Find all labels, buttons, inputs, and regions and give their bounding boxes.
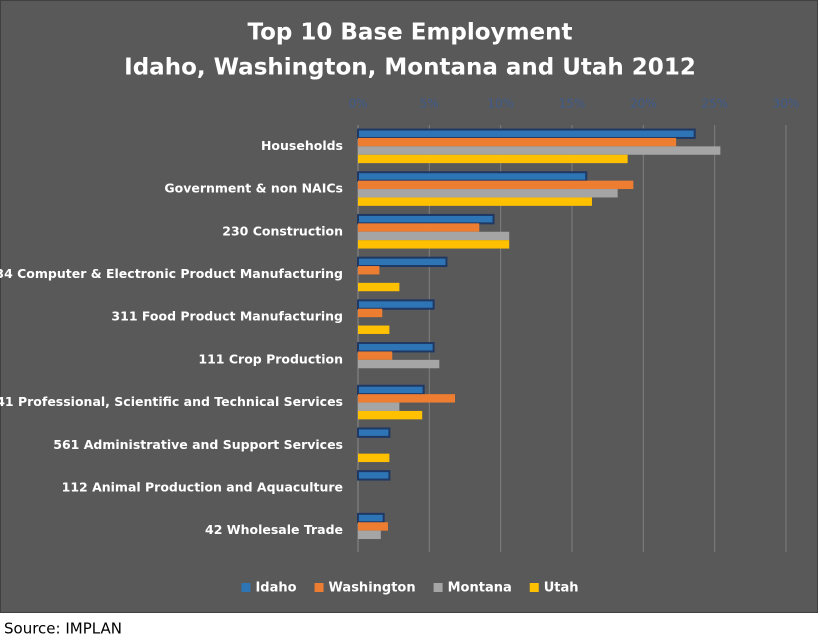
bar (357, 299, 435, 310)
bar (357, 342, 435, 353)
bar (358, 197, 592, 206)
bar (358, 308, 383, 318)
bar (358, 189, 618, 198)
bar (357, 427, 391, 438)
bar (357, 171, 588, 182)
legend-label: Idaho (255, 581, 296, 596)
bar (358, 137, 677, 147)
bar (357, 128, 696, 139)
bar (357, 213, 495, 225)
bar (358, 231, 510, 241)
y-tick-label: 541 Professional, Scientific and Technic… (0, 394, 343, 409)
bar (358, 410, 423, 420)
x-tick-label: 5% (420, 97, 439, 111)
legend-swatch (433, 583, 443, 592)
bar (358, 180, 634, 190)
bar (358, 351, 393, 360)
bar (358, 282, 400, 292)
bar (358, 394, 456, 403)
y-tick-label: 111 Crop Production (198, 351, 343, 366)
y-tick-label: Households (261, 138, 343, 153)
bar (357, 470, 391, 481)
bar (358, 223, 480, 232)
x-tick-label: 25% (701, 97, 728, 111)
bar (358, 266, 380, 275)
bar (358, 325, 390, 334)
x-tick-label: 15% (559, 97, 586, 111)
chart-title: Top 10 Base Employment (247, 20, 572, 46)
bar (358, 359, 440, 369)
y-tick-label: Government & non NAICs (164, 181, 343, 196)
legend-label: Utah (544, 581, 579, 596)
x-tick-label: 20% (630, 97, 657, 111)
bar (358, 522, 388, 531)
legend-label: Washington (329, 581, 416, 596)
bar (357, 384, 425, 396)
legend-swatch (529, 583, 539, 592)
legend-swatch (241, 583, 251, 592)
x-tick-label: 0% (348, 97, 367, 111)
y-tick-label: 230 Construction (222, 223, 343, 238)
bar (358, 154, 628, 164)
chart-title: Idaho, Washington, Montana and Utah 2012 (124, 55, 696, 81)
bar (358, 240, 510, 249)
bar (358, 453, 390, 463)
y-tick-label: 112 Animal Production and Aquaculture (62, 479, 343, 494)
bar (358, 530, 381, 540)
bar (357, 512, 385, 524)
bar (358, 146, 721, 155)
y-tick-label: 311 Food Product Manufacturing (111, 309, 343, 324)
legend-label: Montana (448, 581, 512, 596)
y-tick-label: 42 Wholesale Trade (205, 522, 343, 537)
y-tick-label: 334 Computer & Electronic Product Manufa… (0, 266, 343, 281)
x-tick-label: 10% (487, 97, 514, 111)
y-tick-label: 561 Administrative and Support Services (53, 437, 343, 452)
bar (358, 402, 400, 411)
legend-swatch (314, 583, 324, 592)
x-tick-label: 30% (773, 97, 800, 111)
bar (357, 256, 448, 268)
source-note: Source: IMPLAN (4, 620, 122, 638)
